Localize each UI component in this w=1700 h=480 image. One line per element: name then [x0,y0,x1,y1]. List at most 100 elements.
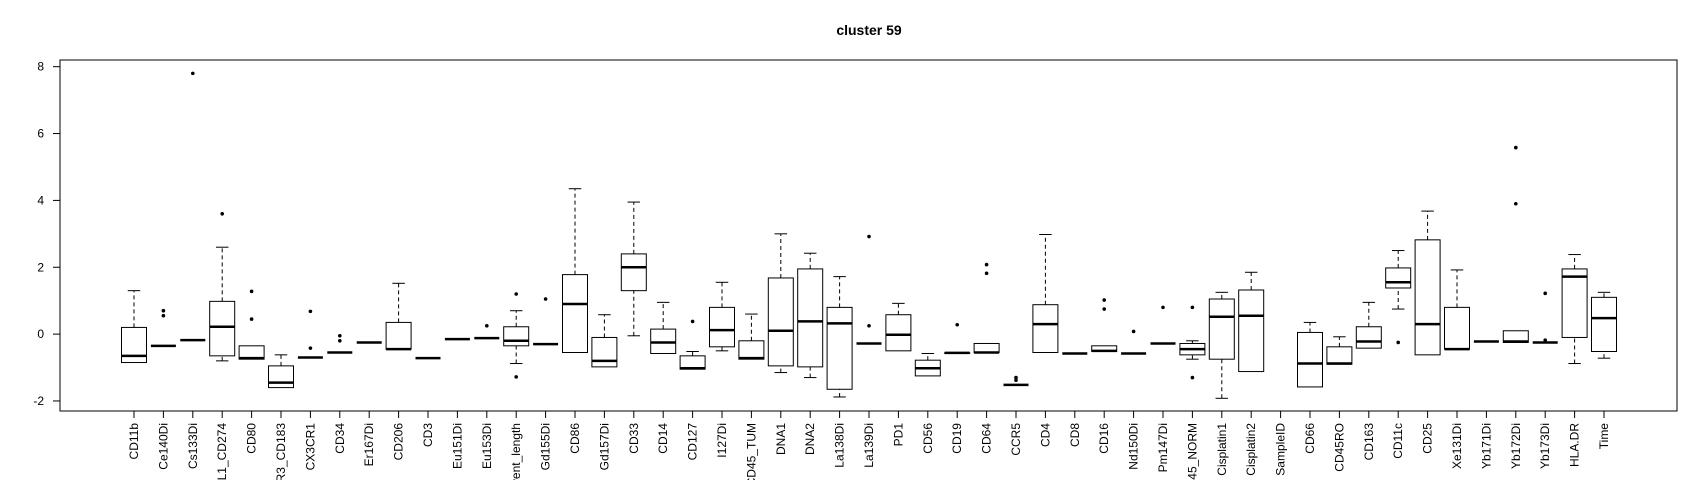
outlier-point [867,234,871,239]
box-body [385,321,412,350]
box-cd80 [238,289,265,360]
box-body [767,277,794,367]
box-cd127 [679,319,706,370]
box-cx3cr1 [297,309,323,359]
outlier-point [984,271,989,276]
outlier-point [249,289,254,294]
box-pd1 [885,302,912,352]
outlier-point [1514,145,1518,150]
box-body [885,314,912,352]
box-ccr5 [1003,375,1029,387]
box-body [209,300,236,357]
box-body [591,336,618,368]
box-yb173di [1532,291,1558,344]
box-xe131di [1444,269,1470,351]
outlier-point [220,211,224,216]
box-body [1208,298,1235,360]
chart-title: cluster 59 [836,22,902,38]
x-tick-label: CD66 [1303,423,1317,454]
box-body [709,306,735,348]
box-body [1444,306,1470,350]
outlier-point [514,375,518,379]
x-tick-label: Pm147Di [1156,423,1170,472]
x-tick-label: CD19 [950,423,964,454]
x-tick-label: CD34 [333,423,347,454]
box-ce140di [150,308,176,348]
x-axis: CD11b Ce140Di Cs133Di L1_CD274 CD80 R3_CD183 C… [127,410,1611,480]
box-body [620,253,647,292]
box-nd150di [1121,329,1147,355]
outlier-point [161,308,166,313]
outlier-point [308,309,313,314]
box-cd11c [1385,250,1412,345]
x-tick-label: Xe131Di [1450,423,1464,469]
box-cisplatin1 [1208,291,1235,399]
x-tick-label: CD206 [392,423,406,461]
box-time [1591,291,1617,359]
box-body [1385,267,1412,289]
box-body [1591,296,1617,352]
y-tick-label: 0 [37,327,44,341]
x-tick-label: CD25 [1421,423,1435,454]
box-body [503,326,530,347]
box-gd157di [591,314,618,368]
x-tick-label: CD45RO [1332,423,1346,472]
x-tick-label: CD14 [656,423,670,454]
x-tick-label: La139Di [862,423,876,468]
box-cd16 [1091,298,1118,353]
y-tick-label: -2 [33,394,44,408]
outlier-point [955,322,959,327]
x-tick-label: Eu151Di [450,423,464,469]
outlier-point [308,346,313,350]
box-i127di [709,281,735,352]
box-cd206 [385,282,412,351]
box-l1-cd274 [209,211,236,362]
box-cd4 [1032,233,1059,353]
box-gd155di [533,297,559,346]
x-tick-label: CD86 [568,423,582,454]
x-tick-label: HLA.DR [1568,423,1582,467]
box-body [562,274,588,353]
x-tick-label: La138Di [833,423,847,468]
box-45-norm [1179,305,1206,380]
outlier-point [984,262,989,267]
box-body [1297,331,1323,388]
outlier-point [1190,305,1195,310]
x-tick-label: CD3 [421,423,435,447]
x-tick-label: Cs133Di [186,423,200,469]
x-tick-label: Cisplatin2 [1244,423,1258,476]
x-tick-label: CD11c [1391,423,1405,459]
y-tick-label: 8 [37,60,44,74]
outlier-point [191,71,195,76]
x-tick-label: DNA2 [803,423,817,455]
box-cd56 [914,353,941,377]
outlier-point [690,319,695,324]
box-la138di [826,276,853,398]
x-tick-label: L1_CD274 [215,423,229,480]
x-tick-label: Gd155Di [539,423,553,470]
x-tick-label: CD127 [686,423,700,461]
box-pm147di [1150,305,1176,345]
box-body [1561,268,1588,338]
box-body [826,306,853,390]
box-dna2 [797,252,824,379]
outlier-point [867,323,871,328]
box-body [268,365,294,389]
outlier-point [1190,375,1195,380]
x-tick-label: DNA1 [774,423,788,455]
box-cd14 [650,301,677,355]
box-cd33 [620,201,647,337]
x-tick-label: SampleID [1274,423,1288,476]
box-cd45-tum [738,313,765,360]
box-body [797,268,824,368]
x-tick-label: PD1 [891,423,905,447]
box-cd86 [562,188,588,353]
box-cd34 [327,333,353,354]
outlier-point [338,339,342,343]
box-eu153di [474,323,500,340]
y-tick-label: 2 [37,260,44,274]
x-tick-label: Yb173Di [1538,423,1552,469]
box-body [1414,239,1441,356]
x-tick-label: Er167Di [362,423,376,466]
